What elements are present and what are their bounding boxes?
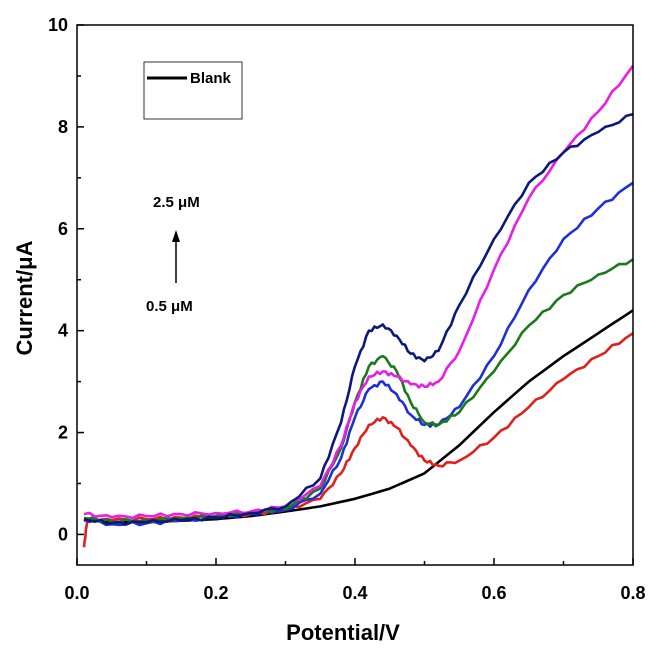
- x-axis-title: Potential/V: [286, 620, 400, 645]
- y-tick-label: 6: [58, 219, 68, 239]
- y-tick-label: 10: [48, 15, 68, 35]
- y-tick-label: 4: [58, 321, 68, 341]
- ticks-layer: [76, 24, 634, 565]
- tick-labels: 0.0 0.2 0.4 0.6 0.8 0 2 4 6 8 10: [48, 15, 646, 603]
- legend: Blank: [143, 61, 243, 120]
- series-layer: [82, 65, 635, 548]
- y-tick-label: 8: [58, 117, 68, 137]
- x-tick-label: 0.4: [342, 583, 367, 603]
- arrow-up-icon: [172, 230, 180, 242]
- x-tick-label: 0.6: [481, 583, 506, 603]
- series-line-5: [83, 112, 634, 526]
- y-axis-title: Current/μA: [12, 240, 37, 355]
- concentration-annotation: 2.5 μM 0.5 μM: [146, 194, 200, 315]
- legend-label-blank: Blank: [190, 70, 232, 87]
- series-line-4: [83, 65, 635, 520]
- x-tick-label: 0.0: [64, 583, 89, 603]
- annotation-top: 2.5 μM: [153, 194, 200, 211]
- x-tick-label: 0.8: [620, 583, 645, 603]
- annotation-bottom: 0.5 μM: [146, 298, 193, 315]
- series-line-3: [83, 258, 634, 524]
- legend-box: [143, 61, 243, 120]
- x-tick-label: 0.2: [203, 583, 228, 603]
- series-line-0: [83, 309, 634, 524]
- y-tick-label: 2: [58, 423, 68, 443]
- y-tick-label: 0: [58, 524, 68, 544]
